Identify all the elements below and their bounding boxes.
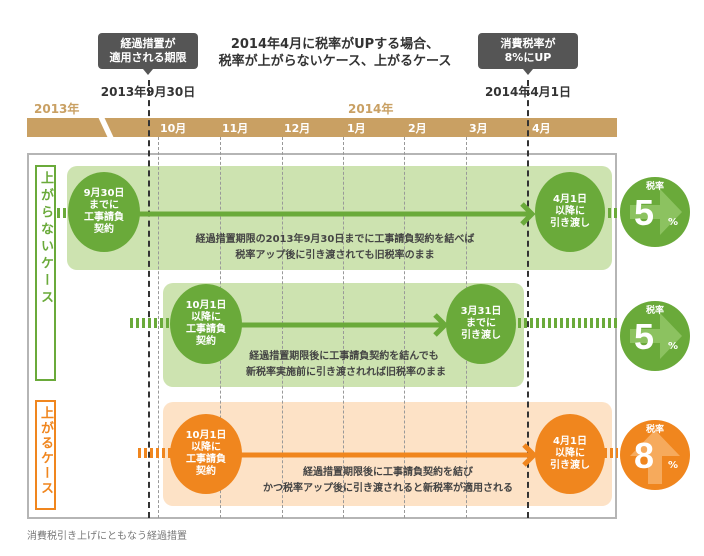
result-label: 税率 [645, 182, 664, 192]
desc-line: 新税率実施前に引き渡されれば旧税率のまま [246, 367, 446, 378]
start-circle: 10月1日 以降に 工事請負 契約 [170, 414, 242, 494]
result-label: 税率 [645, 425, 664, 435]
circle-line: 契約 [94, 224, 114, 235]
circle-line: までに [89, 200, 119, 211]
caption: 消費税引き上げにともなう経過措置 [27, 531, 187, 542]
result-rate-5: 税率 5 % [620, 177, 690, 247]
start-circle: 10月1日 以降に 工事請負 契約 [170, 284, 242, 364]
callout-line: 適用される期限 [109, 51, 187, 64]
row-description: 経過措置期限後に工事請負契約を結んでも 新税率実施前に引き渡されれば旧税率のまま [246, 349, 446, 381]
end-circle: 4月1日 以降に 引き渡し [535, 414, 605, 494]
end-circle: 4月1日 以降に 引き渡し [535, 172, 605, 252]
circle-line: 契約 [196, 466, 216, 477]
arrow-up-icon [630, 430, 680, 484]
row-description: 経過措置期限後に工事請負契約を結びかつ税率アップ後に引き渡されると新税率が適用さ… [246, 465, 530, 497]
circle-line: 工事請負 [186, 454, 226, 465]
desc-line: かつ税率アップ後に引き渡されると新税率が適用される [263, 483, 513, 494]
stripe [604, 448, 618, 458]
callout-line: 8%にUP [504, 51, 552, 64]
callout-tax-up: 消費税率が 8%にUP [478, 33, 578, 75]
deadline-date: 2013年9月30日 [100, 85, 196, 99]
circle-line: 10月1日 [185, 430, 227, 441]
arrow-right-icon [630, 313, 682, 359]
year-2013: 2013年 [34, 102, 80, 116]
arrow-right-icon [630, 189, 682, 235]
result-unit: % [668, 341, 679, 352]
circle-line: 工事請負 [186, 324, 226, 335]
label-text: 上がらないケース [38, 171, 53, 307]
circle-line: 以降に [191, 312, 221, 323]
arrow-row-3 [235, 443, 538, 467]
diagram-title: 2014年4月に税率がUPする場合、 税率が上がらないケース、上がるケース [200, 36, 470, 70]
stripe [512, 318, 620, 328]
result-unit: % [668, 460, 679, 471]
desc-line: 税率アップ後に引き渡されても旧税率のまま [235, 250, 435, 261]
circle-line: 4月1日 [553, 436, 587, 447]
row-description: 経過措置期限の2013年9月30日までに工事請負契約を結べば 税率アップ後に引き渡… [150, 232, 520, 264]
frame [27, 153, 617, 519]
tax-up-line [527, 80, 529, 518]
result-value: 5 [634, 316, 655, 357]
desc-line: 経過措置期限の2013年9月30日までに工事請負契約を結べば [195, 234, 475, 245]
circle-line: 以降に [555, 448, 585, 459]
result-unit: % [668, 217, 679, 228]
row-bg-1 [67, 166, 612, 270]
stripe [608, 208, 620, 218]
result-rate-8: 税率 8 % [620, 420, 690, 490]
timeline-bar [27, 118, 617, 137]
month-label: 4月 [532, 122, 551, 135]
circle-line: までに [466, 318, 496, 329]
title-line: 税率が上がらないケース、上がるケース [218, 54, 452, 69]
circle-line: 9月30日 [83, 188, 125, 199]
stripe [57, 208, 69, 218]
year-2014: 2014年 [348, 102, 394, 116]
label-no-rise: 上がらないケース [35, 165, 56, 381]
circle-line: 以降に [555, 206, 585, 217]
circle-line: 10月1日 [185, 300, 227, 311]
start-circle: 9月30日 までに 工事請負 契約 [68, 172, 140, 252]
circle-line: 3月31日 [460, 306, 502, 317]
desc-line: 経過措置期限後に工事請負契約を結んでも [249, 351, 439, 362]
circle-line: 工事請負 [84, 212, 124, 223]
month-label: 1月 [347, 122, 366, 135]
month-label: 3月 [469, 122, 488, 135]
frame-top [27, 153, 617, 155]
stripe [138, 448, 172, 458]
result-rate-5: 税率 5 % [620, 301, 690, 371]
circle-line: 引き渡し [550, 460, 590, 471]
month-label: 11月 [222, 122, 249, 135]
stripe [130, 318, 172, 328]
month-label: 10月 [160, 122, 187, 135]
result-value: 5 [634, 192, 655, 233]
label-text: 上がるケース [38, 406, 53, 496]
result-value: 8 [634, 435, 655, 476]
title-line: 2014年4月に税率がUPする場合、 [230, 37, 440, 52]
desc-line: 経過措置期限後に工事請負契約を結び [303, 467, 473, 478]
callout-line: 経過措置が [120, 37, 176, 50]
circle-line: 引き渡し [550, 218, 590, 229]
month-label: 2月 [408, 122, 427, 135]
circle-line: 4月1日 [553, 194, 587, 205]
end-circle: 3月31日 までに 引き渡し [446, 284, 516, 364]
arrow-row-1 [135, 202, 536, 226]
label-rise: 上がるケース [35, 400, 56, 510]
callout-line: 消費税率が [500, 37, 556, 50]
callout-deadline: 経過措置が 適用される期限 [98, 33, 198, 75]
circle-line: 引き渡し [461, 330, 501, 341]
deadline-line [148, 80, 150, 518]
circle-line: 契約 [196, 336, 216, 347]
month-label: 12月 [284, 122, 311, 135]
result-label: 税率 [645, 306, 664, 316]
circle-line: 以降に [191, 442, 221, 453]
arrow-row-2 [235, 313, 449, 337]
